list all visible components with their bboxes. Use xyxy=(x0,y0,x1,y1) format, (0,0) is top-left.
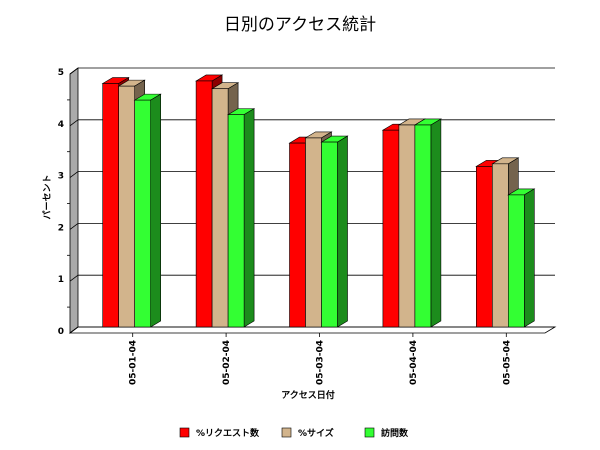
bar xyxy=(507,188,536,328)
y-tick-label: 3 xyxy=(58,172,64,182)
y-tick-label: 5 xyxy=(58,68,64,78)
y-axis-label: パーセント xyxy=(41,174,53,219)
bar xyxy=(133,93,162,328)
bar-front xyxy=(211,88,229,328)
chart-title: 日別のアクセス統計 xyxy=(224,15,376,35)
left-wall xyxy=(69,67,79,334)
legend-label: %リクエスト数 xyxy=(196,427,260,439)
bar-side xyxy=(337,135,348,328)
x-axis-label: アクセス日付 xyxy=(281,389,335,401)
bar-front xyxy=(475,166,493,328)
gridline-side xyxy=(69,171,79,178)
legend-swatch xyxy=(179,427,190,438)
bar-front xyxy=(102,83,119,328)
bar-front xyxy=(414,124,432,328)
floor xyxy=(68,326,557,334)
bar-front xyxy=(118,85,135,328)
legend-label: %サイズ xyxy=(298,427,334,439)
y-tick-label: 2 xyxy=(58,223,64,233)
bar xyxy=(227,108,256,328)
gridline-side xyxy=(69,119,79,127)
bar-front xyxy=(491,163,509,328)
bar-front xyxy=(195,80,213,328)
bar-side xyxy=(523,188,535,328)
gridline-side xyxy=(69,274,79,282)
bar-side xyxy=(243,108,255,328)
bar-front xyxy=(321,141,338,328)
x-tick-label: 05-03-04 xyxy=(316,340,326,385)
bar-side xyxy=(430,118,442,328)
y-tick-label: 0 xyxy=(58,327,64,337)
bar-front xyxy=(398,124,416,328)
y-tick-label: 1 xyxy=(58,275,64,285)
legend-swatch xyxy=(281,427,292,438)
bar-front xyxy=(382,129,400,328)
x-tick-label: 05-02-04 xyxy=(222,340,232,385)
bar-front xyxy=(227,114,245,328)
legend-label: 訪問数 xyxy=(381,427,409,439)
bar xyxy=(320,135,349,328)
legend-swatch xyxy=(364,427,375,438)
bar xyxy=(413,118,442,328)
x-tick-label: 05-05-04 xyxy=(502,340,512,385)
gridline-side xyxy=(69,67,79,75)
gridline-side xyxy=(69,223,79,230)
gridline-side xyxy=(69,326,79,334)
x-tick-label: 05-04-04 xyxy=(409,340,419,385)
bar-front xyxy=(507,194,525,328)
y-tick-label: 4 xyxy=(58,120,64,130)
legend: %リクエスト数 %サイズ 訪問数 xyxy=(179,427,409,439)
x-tick-label: 05-01-04 xyxy=(129,340,139,385)
bar-front xyxy=(305,137,322,328)
plot-area: 0 1 2 3 4 5 05-01-04 05-02-04 05-03-04 05-04-04 05… xyxy=(58,67,557,385)
bar-front xyxy=(134,99,151,328)
bar-front xyxy=(289,142,306,328)
bar-side xyxy=(150,93,161,328)
